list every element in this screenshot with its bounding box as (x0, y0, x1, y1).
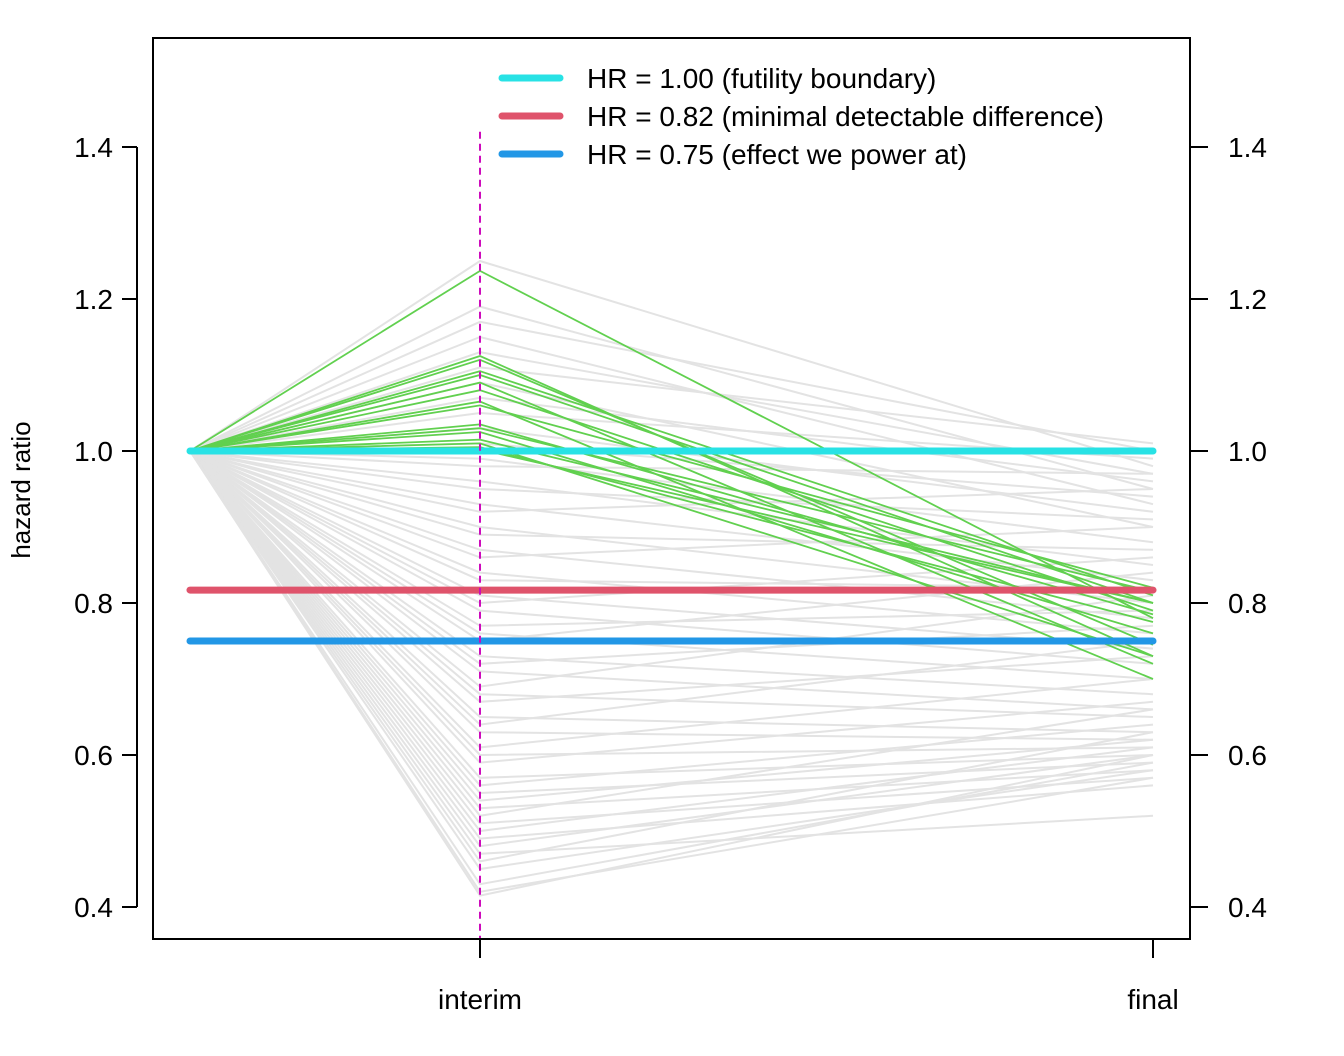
background-trial-line (189, 450, 1154, 680)
legend: HR = 1.00 (futility boundary) HR = 0.82 (… (498, 63, 1104, 170)
legend-label: HR = 0.75 (effect we power at) (587, 139, 967, 170)
left-tick-label: 0.4 (74, 892, 113, 923)
highlighted-trial-line (189, 370, 1154, 597)
background-trial-line (189, 450, 1154, 802)
background-trial-line (189, 259, 1154, 468)
highlighted-trial-line (189, 355, 1154, 658)
x-tick-label: interim (438, 984, 522, 1015)
legend-label: HR = 1.00 (futility boundary) (587, 63, 936, 94)
highlighted-trial-line (189, 427, 1154, 593)
background-trial-line (189, 450, 1154, 757)
right-tick-label: 1.2 (1228, 284, 1267, 315)
right-tick-label: 0.6 (1228, 740, 1267, 771)
right-tick-label: 0.4 (1228, 892, 1267, 923)
background-trial-line (189, 450, 1154, 635)
background-trial-line (189, 450, 1154, 665)
background-trial-line (189, 366, 1154, 452)
y-axis-title: hazard ratio (6, 421, 36, 558)
legend-label: HR = 0.82 (minimal detectable difference… (587, 101, 1104, 132)
highlighted-trial-line (189, 381, 1154, 665)
left-tick-label: 1.2 (74, 284, 113, 315)
highlighted-trial-line (189, 438, 1154, 604)
left-tick-label: 0.6 (74, 740, 113, 771)
background-trial-line (189, 450, 1154, 604)
background-trial-line (189, 450, 1154, 886)
highlighted-trial-line (189, 404, 1154, 589)
background-trial-line (189, 450, 1154, 897)
left-y-axis: 0.4 0.6 0.8 1.0 1.2 1.4 (74, 132, 138, 923)
background-trial-line (189, 450, 1154, 711)
background-trial-line (189, 450, 1154, 734)
x-tick-label: final (1127, 984, 1178, 1015)
background-trial-line (189, 450, 1154, 513)
right-tick-label: 1.0 (1228, 436, 1267, 467)
background-trial-line (189, 450, 1154, 718)
background-trial-line (189, 450, 1154, 825)
background-trial-line (189, 450, 1154, 650)
left-tick-label: 0.8 (74, 588, 113, 619)
reference-lines (186, 447, 1157, 645)
left-tick-label: 1.4 (74, 132, 113, 163)
background-trial-line (189, 320, 1154, 452)
left-tick-label: 1.0 (74, 436, 113, 467)
background-trial-line (189, 450, 1154, 521)
right-y-axis: 0.4 0.6 0.8 1.0 1.2 1.4 (1189, 132, 1267, 923)
background-trial-line (189, 450, 1154, 779)
background-trial-line (189, 450, 1154, 475)
background-trial-line (189, 450, 1154, 696)
x-axis: interim final (438, 939, 1179, 1015)
right-tick-label: 1.4 (1228, 132, 1267, 163)
right-tick-label: 0.8 (1228, 588, 1267, 619)
highlighted-trial-line (189, 269, 1154, 619)
